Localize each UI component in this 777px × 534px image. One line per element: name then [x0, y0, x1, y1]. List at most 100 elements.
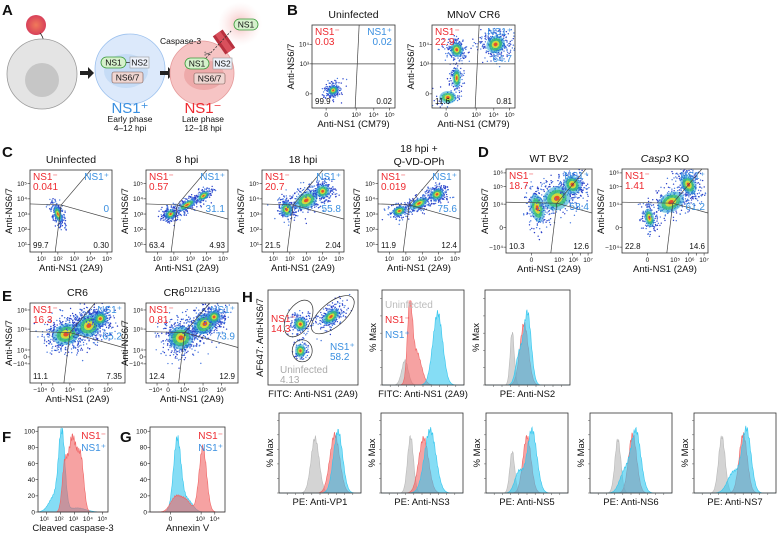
- event-dot: [691, 175, 693, 178]
- ns1-positive-percent: 64.7: [493, 54, 513, 65]
- event-dot: [538, 205, 541, 207]
- event-dot: [329, 191, 331, 194]
- event-dot: [283, 212, 286, 214]
- event-dot: [563, 171, 566, 173]
- event-dot: [646, 205, 648, 207]
- event-dot: [335, 189, 337, 191]
- event-dot: [680, 188, 682, 190]
- event-dot: [172, 218, 174, 221]
- event-dot: [660, 186, 662, 189]
- event-dot: [421, 194, 424, 196]
- event-dot: [431, 188, 434, 190]
- event-dot: [71, 351, 73, 354]
- event-dot: [51, 201, 54, 204]
- event-dot: [284, 199, 287, 201]
- event-dot: [564, 173, 567, 176]
- event-dot: [585, 188, 588, 191]
- event-dot: [489, 29, 492, 32]
- event-dot: [652, 204, 655, 206]
- event-dot: [641, 217, 644, 220]
- event-dot: [682, 174, 684, 176]
- event-dot: [586, 183, 589, 185]
- infection-diagram: NS1 NS2 NS6/7 NS1⁺ Early phase 4–12 hpi …: [6, 2, 262, 133]
- event-dot: [327, 87, 329, 90]
- event-dot: [77, 346, 79, 348]
- event-dot: [336, 81, 338, 84]
- event-dot: [449, 53, 451, 55]
- ns1-positive-gate-name: NS1⁺: [316, 172, 341, 183]
- event-dot: [656, 218, 659, 220]
- event-dot: [697, 182, 700, 184]
- event-dot: [322, 94, 325, 97]
- y-tick-label: 10³: [300, 61, 310, 68]
- event-dot: [325, 199, 328, 201]
- event-dot: [472, 38, 474, 40]
- event-dot: [575, 202, 578, 204]
- event-dot: [491, 32, 493, 34]
- y-tick-label: −10⁴: [489, 244, 503, 251]
- gate-right: [61, 204, 112, 220]
- event-dot: [53, 201, 55, 204]
- event-dot: [684, 212, 687, 214]
- ns1-protein-label: NS1: [105, 58, 122, 68]
- event-dot: [160, 217, 163, 220]
- x-tick-label: 10⁴: [489, 112, 499, 119]
- event-dot: [71, 344, 74, 346]
- event-dot: [78, 319, 80, 321]
- event-dot: [506, 55, 508, 58]
- event-dot: [175, 215, 178, 217]
- event-dot: [409, 210, 412, 213]
- lower-right-percent: 0.02: [376, 97, 392, 106]
- event-dot: [321, 87, 324, 90]
- event-dot: [446, 106, 449, 108]
- event-dot: [293, 216, 296, 219]
- event-dot: [442, 185, 445, 187]
- event-dot: [656, 211, 658, 213]
- event-dot: [436, 103, 439, 106]
- event-dot: [503, 50, 505, 52]
- event-dot: [43, 340, 46, 342]
- event-dot: [164, 218, 167, 220]
- event-dot: [490, 32, 492, 34]
- event-dot: [675, 219, 677, 222]
- event-dot: [434, 202, 437, 205]
- event-dot: [659, 216, 662, 218]
- ns1-positive-gate-name: NS1⁺: [487, 27, 512, 38]
- event-dot: [312, 192, 314, 195]
- event-dot: [59, 227, 61, 229]
- event-dot: [323, 197, 325, 200]
- event-dot: [586, 191, 588, 194]
- event-dot: [49, 341, 51, 344]
- y-tick-label: 10¹: [134, 242, 144, 249]
- event-dot: [571, 197, 573, 199]
- ns2-protein-label: NS2: [214, 59, 231, 69]
- y-tick-label: 10⁴: [365, 196, 375, 203]
- event-dot: [267, 204, 269, 206]
- event-dot: [326, 195, 329, 198]
- event-dot: [465, 48, 467, 51]
- event-dot: [571, 208, 573, 211]
- event-dot: [405, 212, 407, 215]
- event-dot: [541, 203, 544, 205]
- event-dot: [64, 226, 66, 229]
- event-dot: [586, 200, 588, 202]
- event-dot: [453, 35, 455, 37]
- event-dot: [170, 211, 172, 214]
- event-dot: [286, 199, 288, 202]
- event-dot: [334, 79, 336, 82]
- event-dot: [59, 224, 62, 226]
- event-dot: [641, 220, 644, 222]
- event-dot: [304, 191, 307, 194]
- event-dot: [206, 187, 208, 189]
- event-dot: [688, 169, 690, 172]
- event-dot: [416, 197, 419, 199]
- y-axis-label: Anti-NS6/7: [480, 188, 491, 234]
- x-axis-label: Anti-NS1 (2A9): [387, 263, 451, 274]
- event-dot: [689, 173, 691, 176]
- event-dot: [283, 221, 285, 224]
- event-dot: [309, 190, 312, 193]
- event-dot: [468, 51, 470, 53]
- event-dot: [497, 53, 499, 55]
- event-dot: [569, 193, 571, 196]
